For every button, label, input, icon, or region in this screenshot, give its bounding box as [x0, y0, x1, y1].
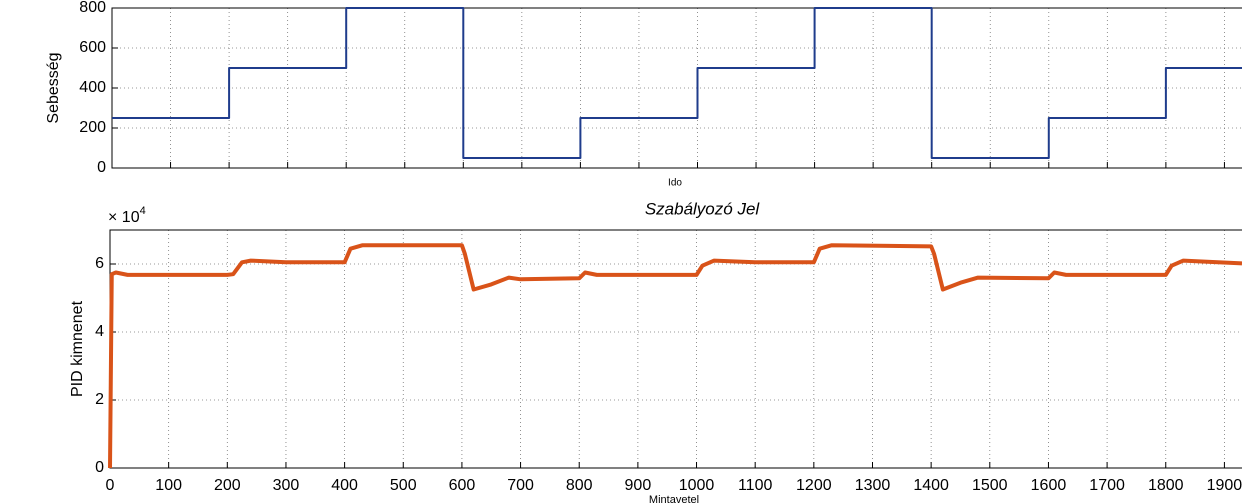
y-tick-label: 200: [79, 119, 106, 136]
y-tick-label: 800: [79, 0, 106, 16]
y-tick-label: 4: [95, 323, 104, 340]
y-axis-label: PID kimnenet: [69, 300, 86, 397]
x-tick-label: 300: [273, 477, 300, 494]
x-axis-label: Ido: [668, 178, 682, 189]
axes-box: [109, 229, 1242, 469]
x-tick-label: 1500: [972, 477, 1008, 494]
x-tick-label: 800: [566, 477, 593, 494]
x-tick-label: 400: [331, 477, 358, 494]
x-tick-label: 1300: [855, 477, 891, 494]
axes-box: [111, 7, 1242, 169]
y-tick-label: 600: [79, 39, 106, 56]
data-line: [108, 243, 1242, 469]
y-tick-label: 400: [79, 79, 106, 96]
x-tick-label: 1800: [1148, 477, 1184, 494]
x-tick-label: 1400: [913, 477, 949, 494]
y-axis-label: Sebesség: [45, 52, 62, 123]
y-multiplier-exponent: 4: [140, 205, 146, 217]
x-tick-label: 1900: [1207, 477, 1242, 494]
x-tick-label: 1000: [679, 477, 715, 494]
x-tick-label: 1700: [1089, 477, 1125, 494]
y-tick-label: 6: [95, 255, 104, 272]
x-axis-label: Mintavetel: [649, 494, 699, 504]
x-tick-label: 600: [449, 477, 476, 494]
x-tick-label: 700: [507, 477, 534, 494]
x-tick-label: 100: [155, 477, 182, 494]
y-multiplier-base: × 10: [108, 209, 140, 226]
x-tick-label: 200: [214, 477, 241, 494]
x-tick-label: 0: [106, 477, 115, 494]
y-tick-label: 0: [97, 159, 106, 176]
x-tick-label: 500: [390, 477, 417, 494]
x-tick-label: 1600: [1031, 477, 1067, 494]
chart-title: Szabályozó Jel: [645, 199, 761, 218]
x-tick-label: 900: [625, 477, 652, 494]
data-line: [112, 7, 1242, 159]
y-multiplier: × 104: [108, 205, 146, 226]
x-tick-label: 1200: [796, 477, 832, 494]
y-tick-label: 2: [95, 391, 104, 408]
x-tick-label: 1100: [738, 477, 773, 494]
y-tick-label: 0: [95, 459, 104, 476]
